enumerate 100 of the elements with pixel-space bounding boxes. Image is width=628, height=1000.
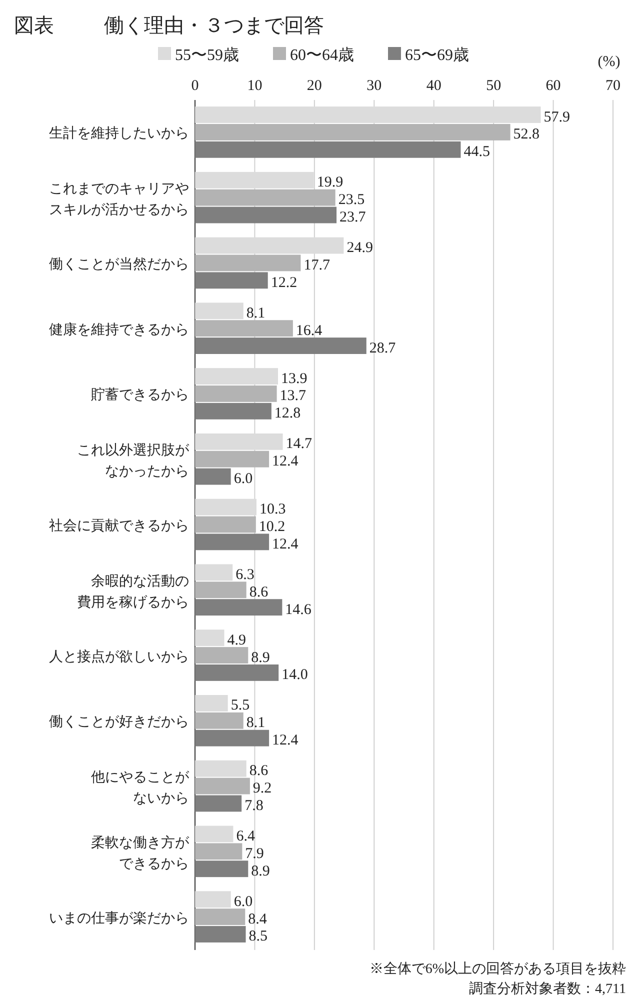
data-label: 10.2 <box>258 519 286 535</box>
bar <box>195 926 246 942</box>
data-label: 6.0 <box>234 894 253 910</box>
data-label: 14.0 <box>282 667 308 684</box>
x-tick-label: 30 <box>366 78 382 94</box>
y-tick-label: これまでのキャリアやスキルが活かせるから <box>49 181 189 218</box>
data-label: 8.9 <box>251 650 270 666</box>
x-tick-label: 10 <box>247 78 262 94</box>
x-tick-label: 70 <box>606 78 620 94</box>
bar <box>195 302 244 320</box>
bar <box>195 778 250 794</box>
x-tick-label: 60 <box>546 78 561 94</box>
data-label: 6.4 <box>236 828 256 844</box>
bar <box>195 402 272 420</box>
data-label: 28.7 <box>369 340 396 356</box>
y-tick-label: 貯蓄できるから <box>91 387 189 404</box>
x-tick-label: 40 <box>426 78 442 94</box>
bar <box>195 272 268 289</box>
data-label: 23.5 <box>338 192 365 208</box>
bar <box>195 891 231 908</box>
data-label: 6.3 <box>236 566 254 583</box>
data-label: 4.9 <box>227 632 246 648</box>
data-label: 13.7 <box>280 388 307 404</box>
x-tick-label: 20 <box>306 78 322 94</box>
bar <box>195 206 337 224</box>
text: 調査分析対象者数：4,711 <box>469 981 626 997</box>
data-label: 10.3 <box>260 502 286 518</box>
y-tick-label: 他にやることがないから <box>91 770 190 807</box>
y-tick-label: 生計を維持したいから <box>49 126 189 142</box>
data-label: 13.9 <box>281 370 308 387</box>
legend-label: 60〜64歳 <box>290 46 354 64</box>
bar <box>195 630 224 646</box>
data-label: 52.8 <box>513 126 540 143</box>
data-label: 7.9 <box>245 846 264 862</box>
bar <box>195 843 242 860</box>
bar <box>195 189 336 206</box>
bar <box>195 516 256 533</box>
bar <box>195 760 246 777</box>
bar <box>195 320 293 337</box>
data-label: 8.4 <box>248 911 268 928</box>
bar <box>195 124 510 140</box>
text: 図表 <box>14 13 54 37</box>
bar <box>195 730 270 746</box>
data-label: 9.2 <box>252 780 272 797</box>
y-tick-label: 働くことが好きだから <box>49 714 189 730</box>
data-label: 8.6 <box>249 763 269 780</box>
y-tick-label: 健康を維持できるから <box>49 322 189 338</box>
data-label: 5.5 <box>230 698 250 714</box>
data-label: 16.4 <box>296 322 323 339</box>
data-label: 23.7 <box>340 210 366 226</box>
bar <box>195 141 461 158</box>
bar <box>195 712 244 729</box>
data-label: 44.5 <box>464 144 490 160</box>
data-label: 12.8 <box>274 406 301 422</box>
y-tick-label: いまの仕事が楽だから <box>49 910 189 926</box>
y-tick-label: 働くことが当然だから <box>49 256 189 272</box>
data-label: 8.1 <box>246 305 266 322</box>
bar <box>195 908 246 926</box>
x-tick-label: 50 <box>486 78 502 94</box>
data-label: 8.6 <box>249 584 269 600</box>
data-label: 12.4 <box>272 536 299 552</box>
data-label: 14.6 <box>285 602 312 618</box>
bar <box>195 564 233 581</box>
data-label: 14.7 <box>286 436 313 452</box>
bar <box>195 860 248 878</box>
bar <box>195 534 270 550</box>
bar <box>195 254 301 272</box>
data-label: 6.0 <box>234 471 253 488</box>
data-label: 12.2 <box>270 274 298 291</box>
data-label: 19.9 <box>316 174 344 191</box>
x-tick-label: 0 <box>191 78 199 94</box>
bar <box>195 664 279 681</box>
bar <box>195 582 246 598</box>
bar <box>195 338 366 354</box>
bar <box>195 386 277 402</box>
data-label: 8.9 <box>251 863 270 880</box>
data-label: 12.4 <box>272 732 299 749</box>
legend-label: 65〜69歳 <box>405 46 469 64</box>
chart-subtitle: 働く理由・３つまで回答 <box>104 13 324 37</box>
y-tick-label: 社会に貢献できるから <box>49 518 189 534</box>
data-label: 8.1 <box>246 715 266 732</box>
y-tick-label: 人と接点が欲しいから <box>49 648 189 665</box>
y-tick-label: 柔軟な働き方ができるから <box>91 834 190 872</box>
bar <box>195 450 270 468</box>
bar <box>195 695 228 712</box>
bar <box>195 826 234 842</box>
data-label: 57.9 <box>544 109 570 126</box>
bar <box>195 599 282 616</box>
data-label: 8.5 <box>248 928 268 945</box>
data-label: 24.9 <box>346 240 373 256</box>
y-tick-label: これ以外選択肢がなかったから <box>77 442 190 480</box>
bar <box>195 647 248 664</box>
data-label: 17.7 <box>304 257 330 274</box>
text: ※全体で6%以上の回答がある項目を抜粋 <box>369 961 626 977</box>
data-label: 12.4 <box>272 454 299 470</box>
bar <box>195 468 231 485</box>
legend-label: 55〜59歳 <box>175 46 239 64</box>
y-tick-label: 余暇的な活動の費用を稼げるから <box>77 573 189 610</box>
x-axis-title: (%) <box>598 54 620 70</box>
data-label: 7.8 <box>244 798 264 814</box>
